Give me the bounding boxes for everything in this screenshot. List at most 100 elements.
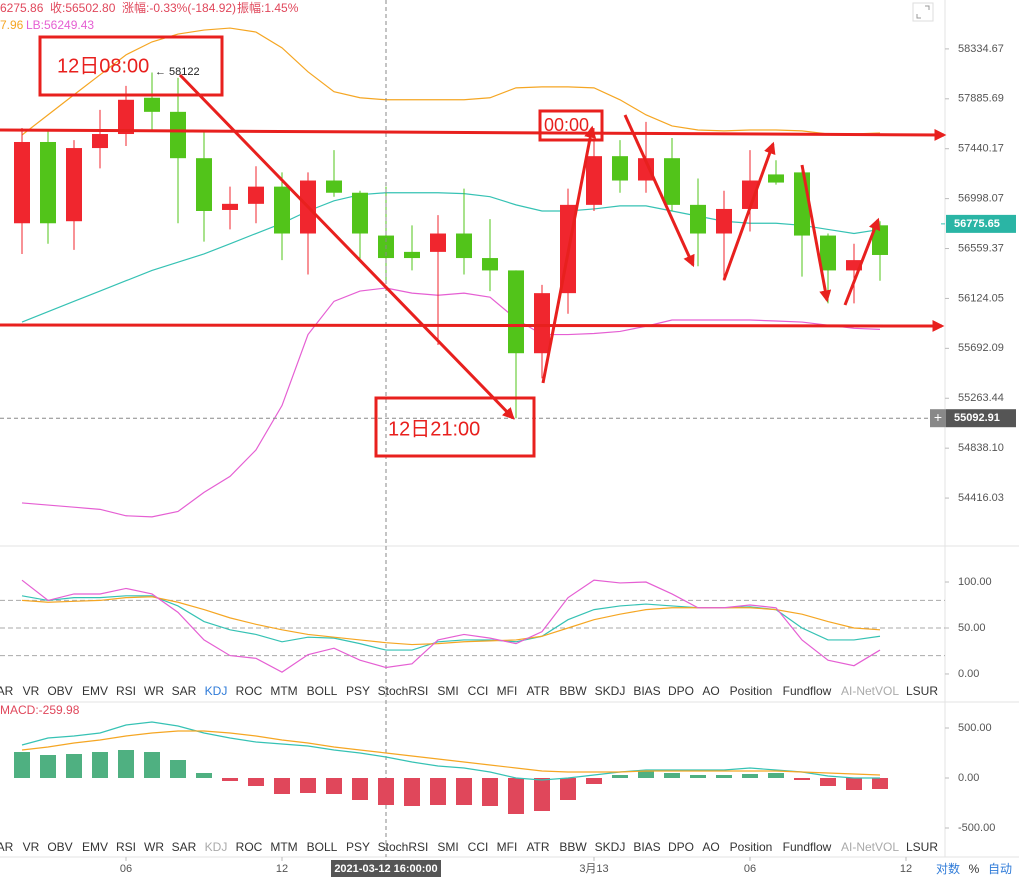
indicator-tab[interactable]: AR <box>0 840 14 854</box>
indicator-tab[interactable]: EMV <box>82 840 108 854</box>
candle-body <box>456 233 472 259</box>
indicator-tab[interactable]: SMI <box>437 684 458 698</box>
indicator-tab[interactable]: Fundflow <box>783 684 832 698</box>
candle-body <box>794 172 810 236</box>
indicator-tab[interactable]: LSUR <box>906 840 938 854</box>
header-change: 涨幅:-0.33%(-184.92) <box>122 0 236 15</box>
indicator-tab[interactable]: OBV <box>47 840 72 854</box>
candle-body <box>534 293 550 354</box>
candle-body <box>846 260 862 271</box>
indicator-tab[interactable]: BOLL <box>307 684 338 698</box>
indicator-tab[interactable]: ATR <box>526 840 549 854</box>
macd-bar <box>352 778 368 800</box>
trend-arrow <box>843 217 881 306</box>
indicator-tab[interactable]: SKDJ <box>595 684 626 698</box>
y-tick-label: 54838.10 <box>958 442 1004 454</box>
scale-button[interactable]: % <box>969 862 980 876</box>
indicator-tab[interactable]: AR <box>0 684 14 698</box>
macd-bar <box>872 778 888 789</box>
indicator-tab[interactable]: KDJ <box>205 840 228 854</box>
indicator-tab[interactable]: StochRSI <box>378 684 429 698</box>
indicator-tab[interactable]: ROC <box>236 684 263 698</box>
indicator-tab[interactable]: BOLL <box>307 840 338 854</box>
y-tick-label: 50.00 <box>958 622 986 634</box>
candle-body <box>430 233 446 252</box>
macd-bar <box>222 778 238 781</box>
panel-frame <box>0 0 1019 858</box>
macd-bar <box>612 775 628 778</box>
indicator-tab[interactable]: RSI <box>116 840 136 854</box>
macd-bar <box>742 774 758 778</box>
macd-bar <box>326 778 342 794</box>
indicator-tab[interactable]: EMV <box>82 684 108 698</box>
candle-body <box>326 180 342 193</box>
crosshair-price-box <box>946 409 1016 428</box>
indicator-line <box>21 721 880 781</box>
indicator-tab[interactable]: SMI <box>437 840 458 854</box>
indicator-tab[interactable]: SKDJ <box>595 840 626 854</box>
indicator-tab[interactable]: PSY <box>346 684 370 698</box>
x-tick-label: 06 <box>744 863 756 875</box>
resistance-line <box>0 128 947 141</box>
indicator-tab[interactable]: DPO <box>668 684 694 698</box>
y-tick-label: 57885.69 <box>958 93 1004 105</box>
indicator-line <box>21 730 881 776</box>
annotation-box <box>538 109 604 142</box>
indicator-tab[interactable]: KDJ <box>205 684 228 698</box>
macd-bar <box>690 775 706 778</box>
indicator-tab[interactable]: SAR <box>172 684 197 698</box>
header-open: 6275.86 <box>0 1 44 15</box>
indicator-tab[interactable]: LSUR <box>906 684 938 698</box>
y-tick-label: 54416.03 <box>958 492 1004 504</box>
indicator-tab[interactable]: BIAS <box>633 684 660 698</box>
indicator-tab[interactable]: WR <box>144 684 164 698</box>
indicator-tab[interactable]: BIAS <box>633 840 660 854</box>
indicator-tab[interactable]: CCI <box>468 684 489 698</box>
indicator-tab[interactable]: WR <box>144 840 164 854</box>
indicator-tab[interactable]: RSI <box>116 684 136 698</box>
indicator-tab[interactable]: VR <box>23 840 40 854</box>
indicator-tab[interactable]: VR <box>23 684 40 698</box>
scale-button[interactable]: 对数 <box>936 861 960 876</box>
header-lb: LB:56249.43 <box>26 18 94 32</box>
macd-bar <box>716 775 732 778</box>
scale-button[interactable]: 自动 <box>988 862 1012 876</box>
candle-body <box>586 156 602 205</box>
candle-body <box>196 158 212 211</box>
last-price-box <box>946 214 1016 233</box>
indicator-line <box>21 596 881 646</box>
indicator-tab[interactable]: MTM <box>270 684 297 698</box>
indicator-tab[interactable]: MFI <box>497 840 518 854</box>
indicator-tab[interactable]: AO <box>702 684 719 698</box>
y-tick-label: 100.00 <box>958 576 992 588</box>
indicator-tab[interactable]: MFI <box>497 684 518 698</box>
indicator-tab[interactable]: Position <box>730 684 773 698</box>
trend-arrow <box>800 164 832 303</box>
indicator-tab[interactable]: StochRSI <box>378 840 429 854</box>
crosshair-plus-icon: + <box>934 409 942 425</box>
indicator-tab[interactable]: Position <box>730 840 773 854</box>
annotation-box <box>374 396 536 458</box>
indicator-tab[interactable]: AO <box>702 840 719 854</box>
candle-body <box>664 158 680 205</box>
indicator-tab[interactable]: ROC <box>236 840 263 854</box>
indicator-tab[interactable]: BBW <box>559 840 587 854</box>
indicator-tab[interactable]: DPO <box>668 840 694 854</box>
expand-button[interactable] <box>912 2 934 22</box>
macd-bar <box>196 773 212 778</box>
macd-bar <box>300 778 316 793</box>
indicator-tab[interactable]: Fundflow <box>783 840 832 854</box>
indicator-tab[interactable]: SAR <box>172 840 197 854</box>
indicator-tab[interactable]: CCI <box>468 840 489 854</box>
last-price: 56775.65 <box>954 218 1000 230</box>
indicator-tab[interactable]: AI-NetVOL <box>841 684 899 698</box>
indicator-tab[interactable]: AI-NetVOL <box>841 840 899 854</box>
candle-body <box>716 208 732 234</box>
indicator-tab[interactable]: MTM <box>270 840 297 854</box>
indicator-tab[interactable]: ATR <box>526 684 549 698</box>
crosshair-price: 55092.91 <box>954 412 1000 424</box>
indicator-tab[interactable]: BBW <box>559 684 587 698</box>
indicator-tab[interactable]: PSY <box>346 840 370 854</box>
indicator-tab[interactable]: OBV <box>47 684 72 698</box>
header-amplitude: 振幅:1.45% <box>237 0 299 15</box>
